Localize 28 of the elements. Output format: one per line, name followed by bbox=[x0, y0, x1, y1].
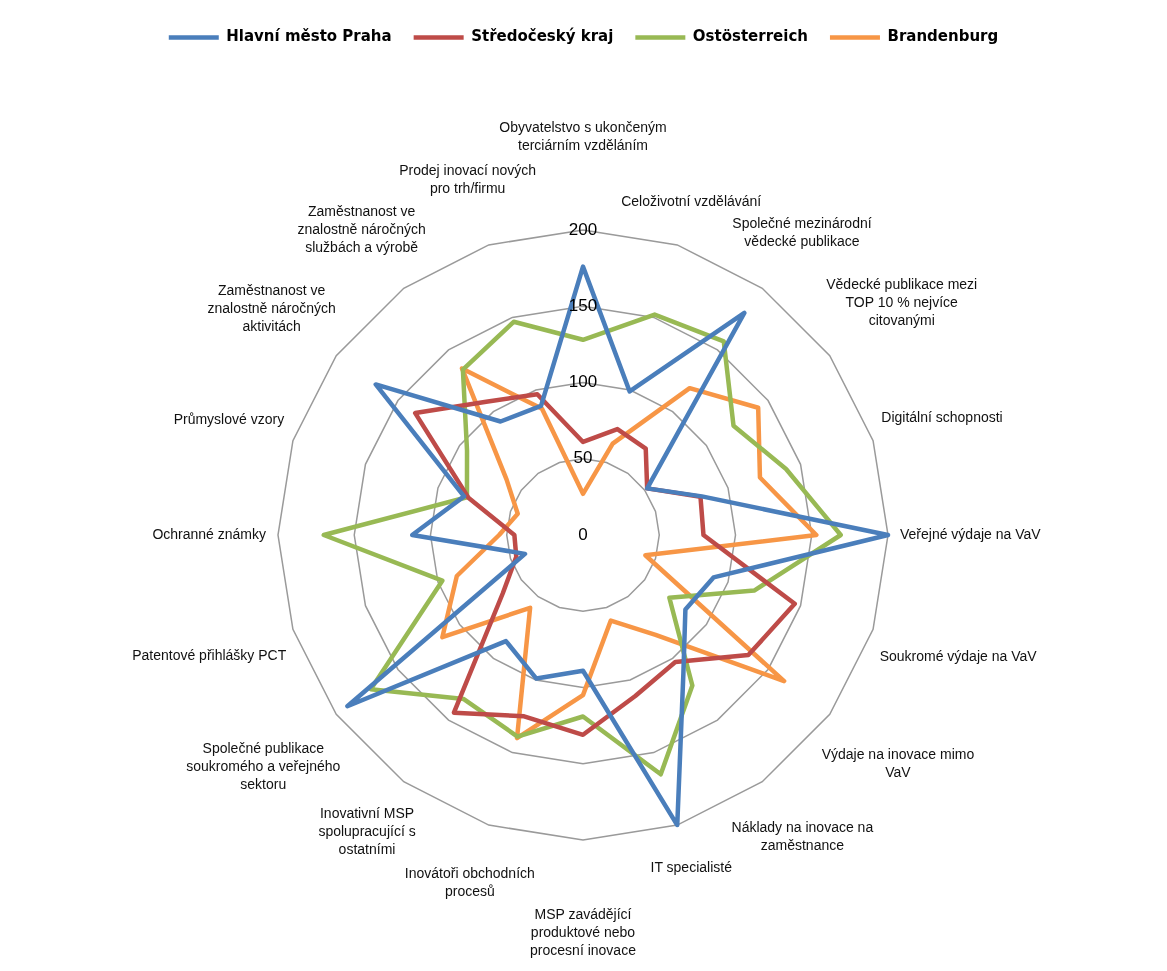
spoke-label: Zaměstnanost ve znalostně náročných aktivitách bbox=[207, 281, 336, 334]
legend-label: Středočeský kraj bbox=[471, 27, 614, 46]
spoke-label: Ochranné známky bbox=[152, 525, 266, 542]
spoke-label: Společné publikace soukromého a veřejného sektoru bbox=[186, 740, 341, 793]
spoke-label: Digitální schopnosti bbox=[881, 409, 1003, 426]
spoke-label: Celoživotní vzdělávání bbox=[621, 192, 762, 209]
legend-label: Ostösterreich bbox=[692, 27, 808, 46]
legend-label: Brandenburg bbox=[887, 27, 999, 46]
spoke-label: Výdaje na inovace mimo VaV bbox=[821, 745, 975, 780]
spoke-label: Prodej inovací nových pro trh/firmu bbox=[399, 161, 537, 196]
spoke-label: Průmyslové vzory bbox=[173, 410, 285, 427]
y-tick-label: 100 bbox=[568, 372, 598, 392]
spoke-label: Soukromé výdaje na VaV bbox=[879, 647, 1038, 664]
spoke-label: Inovativní MSP spolupracující s ostatními bbox=[318, 805, 416, 858]
spoke-label: Zaměstnanost ve znalostně náročných službách a výrobě bbox=[297, 203, 426, 256]
spoke-label: Obyvatelstvo s ukončeným terciárním vzděláním bbox=[499, 118, 667, 153]
spoke-label: Náklady na inovace na zaměstnance bbox=[731, 818, 874, 853]
y-tick-label: 0 bbox=[578, 524, 588, 544]
spoke-label: MSP zavádějící produktové nebo procesní inovace bbox=[530, 905, 637, 958]
spoke-label: Inovátoři obchodních procesů bbox=[404, 865, 535, 900]
spoke-label: Vědecké publikace mezi TOP 10 % nejvíce citovanými bbox=[826, 276, 978, 329]
spoke-label: Patentové přihlášky PCT bbox=[132, 647, 287, 664]
spoke-label: Společné mezinárodní vědecké publikace bbox=[732, 215, 872, 250]
y-tick-label: 200 bbox=[568, 219, 598, 239]
legend-label: Hlavní město Praha bbox=[226, 27, 392, 46]
spoke-label: IT specialisté bbox=[650, 858, 733, 875]
spoke-label: Veřejné výdaje na VaV bbox=[900, 525, 1042, 542]
y-tick-label: 50 bbox=[573, 448, 593, 468]
